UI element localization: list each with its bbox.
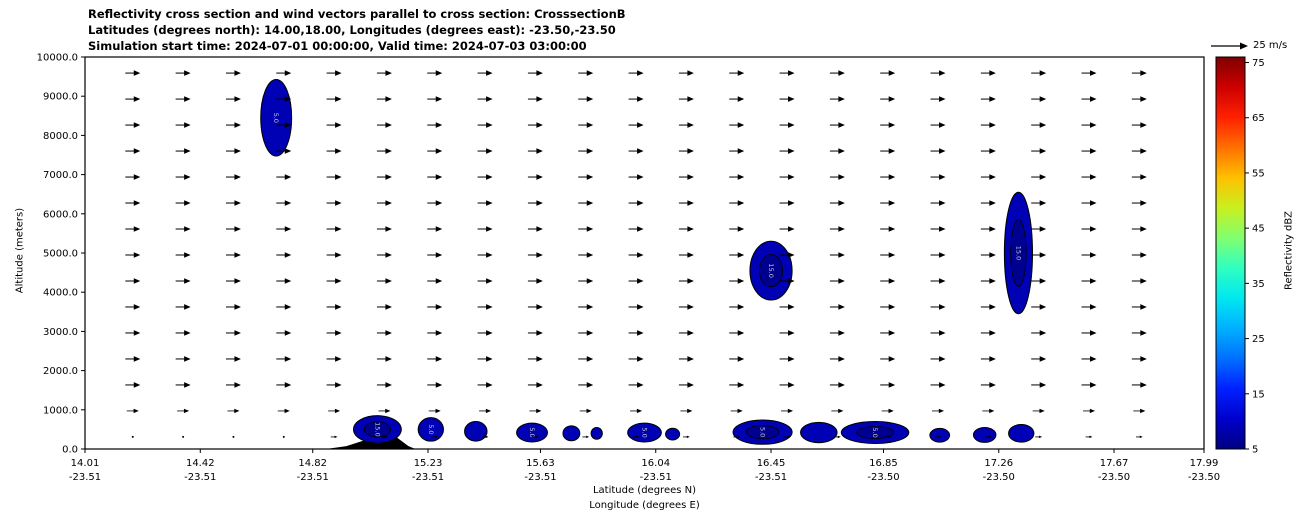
x-tick-label-lat: 17.99 <box>1190 458 1219 469</box>
reflectivity-blob <box>800 421 838 444</box>
x-tick-label-lat: 16.45 <box>757 458 786 469</box>
y-tick-label: 9000.0 <box>43 92 78 103</box>
contour-label: 5.0 <box>427 424 435 434</box>
y-tick-label: 7000.0 <box>43 170 78 181</box>
y-tick-label: 1000.0 <box>43 405 78 416</box>
reflectivity-inner-contour <box>745 425 780 440</box>
x-tick-label-lon: -23.51 <box>755 472 787 483</box>
x-tick-label-lat: 14.82 <box>298 458 327 469</box>
colorbar-tick-label: 35 <box>1252 279 1265 290</box>
reflectivity-blob <box>464 421 488 442</box>
y-tick-label: 3000.0 <box>43 327 78 338</box>
colorbar-tick-label: 65 <box>1252 113 1265 124</box>
x-tick-label-lat: 14.42 <box>186 458 215 469</box>
reflectivity-inner-contour <box>1010 219 1027 287</box>
y-tick-label: 8000.0 <box>43 131 78 142</box>
contour-label: 5.0 <box>871 427 879 437</box>
colorbar-tick-label: 15 <box>1252 389 1265 400</box>
axes: 0.0 1000.0 2000.0 3000.0 4000.0 5000.0 6000.0 7… <box>37 53 1220 484</box>
contour-label: 15.0 <box>373 422 381 436</box>
colorbar-tick-label: 25 <box>1252 334 1265 345</box>
reflectivity-blob <box>417 417 444 442</box>
reflectivity-blob <box>972 426 997 443</box>
reflectivity-blob <box>590 426 603 440</box>
contour-label: 15.0 <box>767 263 775 277</box>
plot-border <box>84 56 1205 450</box>
y-tick-label: 5000.0 <box>43 249 78 260</box>
contour-label: 5.0 <box>272 113 280 123</box>
y-tick-label: 0.0 <box>62 445 78 456</box>
x-tick-label-lat: 14.01 <box>71 458 100 469</box>
reflectivity-inner-contour <box>363 421 391 438</box>
x-tick-label-lat: 17.67 <box>1100 458 1129 469</box>
x-axis-label-latitude: Latitude (degrees N) <box>592 485 697 496</box>
colorbar-tick-label: 5 <box>1252 445 1258 456</box>
x-tick-label-lon: -23.51 <box>297 472 329 483</box>
reflectivity-inner-contour <box>759 254 784 288</box>
reflectivity-blob <box>562 425 581 442</box>
wind-reference-arrow <box>1211 42 1248 50</box>
reflectivity-blob <box>1008 424 1035 443</box>
x-axis-label-longitude: Longitude (degrees E) <box>589 500 700 511</box>
y-tick-label: 2000.0 <box>43 366 78 377</box>
x-tick-label-lon: -23.50 <box>1098 472 1130 483</box>
contour-label: 5.0 <box>759 427 767 437</box>
colorbar-tick-label: 75 <box>1252 58 1265 69</box>
x-tick-label-lon: -23.51 <box>640 472 672 483</box>
x-tick-label-lon: -23.50 <box>983 472 1015 483</box>
contour-label: 15.0 <box>1014 246 1022 260</box>
reflectivity-blob <box>929 427 951 443</box>
colorbar-tick-label: 45 <box>1252 224 1265 235</box>
wind-reference-label: 25 m/s <box>1253 40 1288 51</box>
figure-subtitle-latlon: Latitudes (degrees north): 14.00,18.00, … <box>88 23 616 37</box>
contour-label: 5.0 <box>641 427 649 437</box>
y-tick-label: 6000.0 <box>43 209 78 220</box>
figure-subtitle-time: Simulation start time: 2024-07-01 00:00:… <box>88 39 587 53</box>
x-tick-label-lat: 15.23 <box>414 458 443 469</box>
x-tick-label-lon: -23.51 <box>184 472 216 483</box>
contour-label: 5.0 <box>528 427 536 437</box>
colorbar: 5 15 25 35 45 55 65 75 <box>1215 56 1265 456</box>
wind-vectors <box>125 70 1147 439</box>
x-tick-label-lon: -23.51 <box>524 472 556 483</box>
x-tick-label-lat: 15.63 <box>526 458 555 469</box>
x-tick-label-lon: -23.50 <box>1188 472 1220 483</box>
x-tick-label-lat: 16.85 <box>869 458 898 469</box>
y-axis-label: Altitude (meters) <box>14 207 26 294</box>
x-tick-label-lon: -23.51 <box>412 472 444 483</box>
figure-title: Reflectivity cross section and wind vect… <box>88 7 626 21</box>
reflectivity-inner-contour <box>856 426 895 439</box>
reflectivity-contours: 5.0 15.0 15.0 15.0 5.0 5.0 5.0 5.0 5.0 <box>260 79 1035 445</box>
colorbar-gradient <box>1215 56 1246 450</box>
colorbar-tick-label: 55 <box>1252 168 1265 179</box>
x-tick-label-lon: -23.50 <box>867 472 899 483</box>
x-tick-label-lat: 17.26 <box>984 458 1013 469</box>
reflectivity-blob <box>516 422 549 443</box>
x-tick-label-lat: 16.04 <box>641 458 670 469</box>
colorbar-label: Reflectivity dBZ <box>1283 210 1295 291</box>
y-tick-label: 4000.0 <box>43 288 78 299</box>
reflectivity-blob <box>665 427 681 441</box>
y-tick-label: 10000.0 <box>37 53 78 64</box>
x-tick-label-lon: -23.51 <box>69 472 101 483</box>
